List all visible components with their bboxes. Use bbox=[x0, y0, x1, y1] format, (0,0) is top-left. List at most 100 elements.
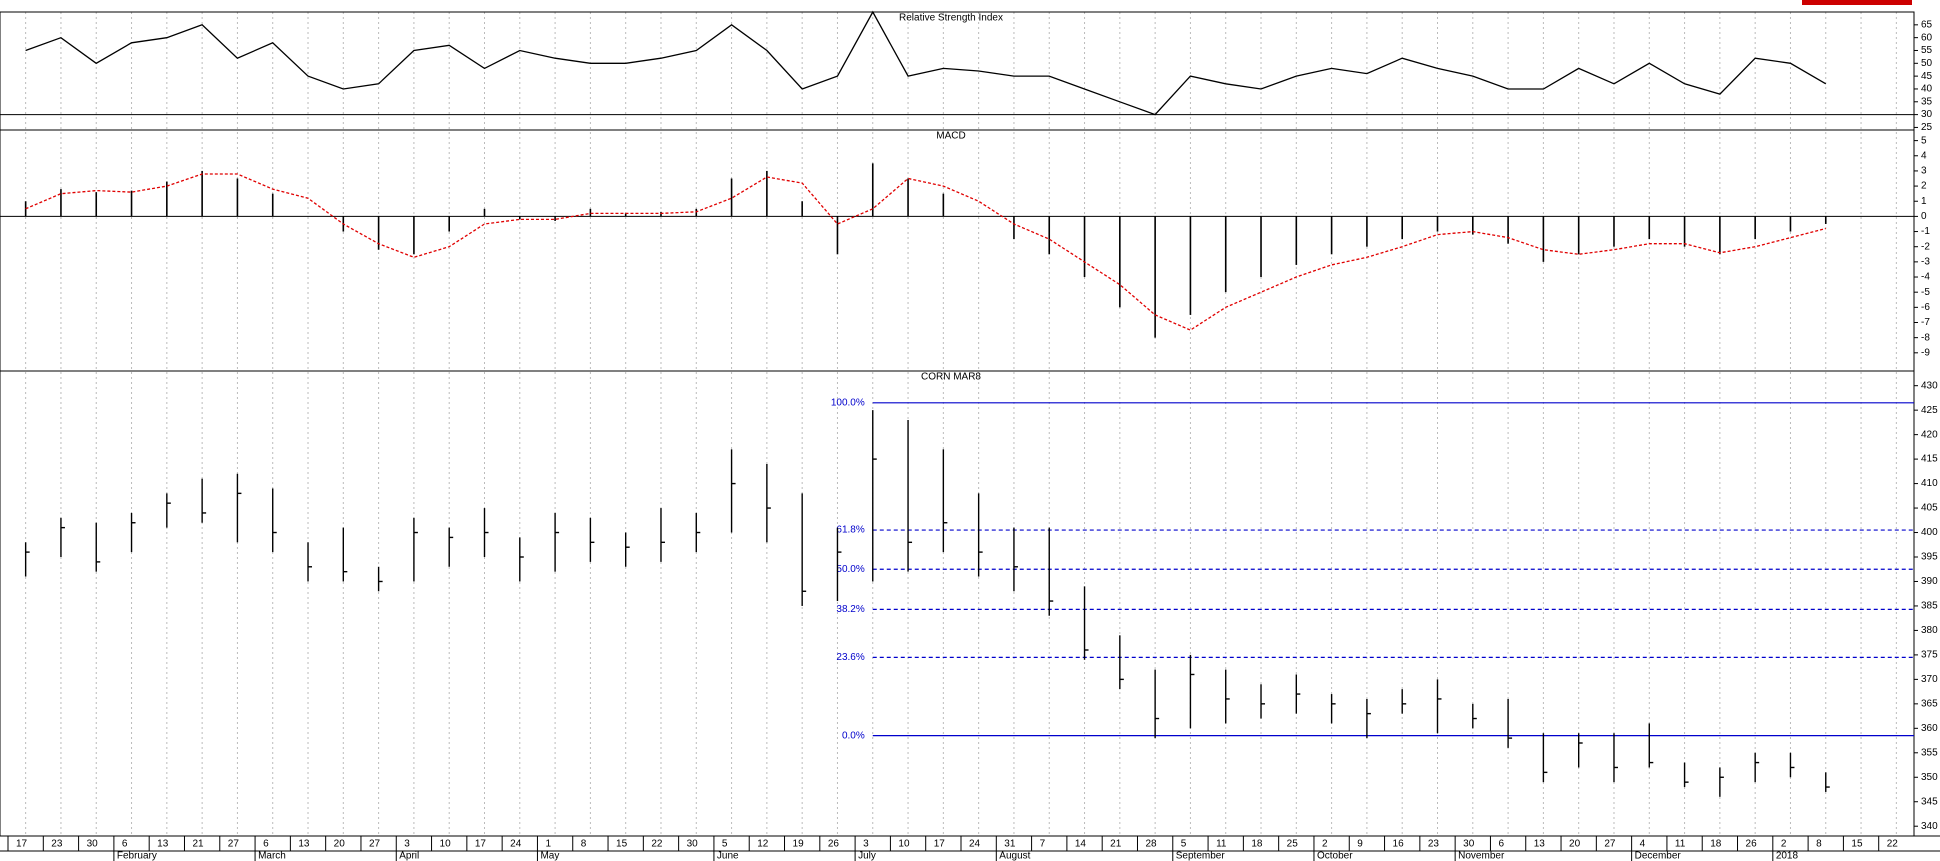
x-tick-label: 27 bbox=[369, 839, 381, 850]
x-tick-label: 8 bbox=[1816, 839, 1822, 850]
x-tick-label: 19 bbox=[793, 839, 805, 850]
fib-label: 100.0% bbox=[831, 397, 865, 408]
y-tick-label: 40 bbox=[1921, 84, 1933, 95]
y-tick-label: -5 bbox=[1921, 287, 1930, 298]
x-tick-label: 16 bbox=[1393, 839, 1405, 850]
month-label: 2018 bbox=[1776, 851, 1799, 861]
y-tick-label: -6 bbox=[1921, 302, 1930, 313]
x-tick-label: 30 bbox=[1463, 839, 1475, 850]
y-tick-label: 425 bbox=[1921, 405, 1938, 416]
month-label: December bbox=[1635, 851, 1682, 861]
x-tick-label: 1 bbox=[545, 839, 551, 850]
fib-label: 61.8% bbox=[836, 525, 864, 536]
month-label: November bbox=[1458, 851, 1505, 861]
x-tick-label: 30 bbox=[687, 839, 699, 850]
x-tick-label: 2 bbox=[1781, 839, 1787, 850]
y-tick-label: 380 bbox=[1921, 625, 1938, 636]
x-tick-label: 24 bbox=[969, 839, 981, 850]
month-label: April bbox=[399, 851, 419, 861]
y-tick-label: -4 bbox=[1921, 272, 1930, 283]
x-tick-label: 12 bbox=[757, 839, 769, 850]
y-tick-label: 410 bbox=[1921, 478, 1938, 489]
month-label: May bbox=[540, 851, 559, 861]
x-tick-label: 25 bbox=[1287, 839, 1299, 850]
y-tick-label: 1 bbox=[1921, 196, 1927, 207]
y-tick-label: 65 bbox=[1921, 19, 1933, 30]
x-tick-label: 13 bbox=[157, 839, 169, 850]
y-tick-label: 340 bbox=[1921, 821, 1938, 832]
x-tick-label: 27 bbox=[228, 839, 240, 850]
x-tick-label: 11 bbox=[1216, 839, 1227, 850]
x-tick-label: 4 bbox=[1640, 839, 1646, 850]
y-tick-label: 430 bbox=[1921, 380, 1938, 391]
y-tick-label: 405 bbox=[1921, 503, 1938, 514]
status-bar bbox=[1802, 0, 1912, 5]
x-tick-label: 10 bbox=[898, 839, 910, 850]
x-tick-label: 24 bbox=[510, 839, 522, 850]
x-tick-label: 13 bbox=[1534, 839, 1546, 850]
y-tick-label: -8 bbox=[1921, 332, 1930, 343]
y-tick-label: 370 bbox=[1921, 674, 1938, 685]
y-tick-label: -9 bbox=[1921, 347, 1930, 358]
x-tick-label: 7 bbox=[1040, 839, 1046, 850]
y-tick-label: 25 bbox=[1921, 122, 1933, 133]
fib-label: 38.2% bbox=[836, 604, 864, 615]
y-tick-label: -3 bbox=[1921, 257, 1930, 268]
x-tick-label: 8 bbox=[581, 839, 587, 850]
x-tick-label: 26 bbox=[1746, 839, 1758, 850]
fib-label: 0.0% bbox=[842, 730, 865, 741]
month-label: March bbox=[258, 851, 286, 861]
y-tick-label: 400 bbox=[1921, 527, 1938, 538]
x-tick-label: 15 bbox=[616, 839, 628, 850]
y-tick-label: 50 bbox=[1921, 58, 1933, 69]
x-tick-label: 5 bbox=[1181, 839, 1187, 850]
x-tick-label: 9 bbox=[1357, 839, 1363, 850]
signal-line bbox=[25, 173, 1826, 331]
x-tick-label: 18 bbox=[1710, 839, 1722, 850]
x-tick-label: 2 bbox=[1322, 839, 1328, 850]
x-tick-label: 21 bbox=[1110, 839, 1122, 850]
x-tick-label: 3 bbox=[863, 839, 869, 850]
x-tick-label: 22 bbox=[1887, 839, 1899, 850]
month-label: February bbox=[117, 851, 157, 861]
y-tick-label: 420 bbox=[1921, 429, 1938, 440]
y-tick-label: 365 bbox=[1921, 698, 1938, 709]
fib-label: 23.6% bbox=[836, 652, 864, 663]
y-tick-label: 355 bbox=[1921, 747, 1938, 758]
x-tick-label: 27 bbox=[1604, 839, 1616, 850]
x-tick-label: 10 bbox=[440, 839, 452, 850]
y-tick-label: 415 bbox=[1921, 454, 1938, 465]
x-tick-label: 6 bbox=[122, 839, 128, 850]
x-tick-label: 15 bbox=[1851, 839, 1863, 850]
fib-label: 50.0% bbox=[836, 564, 864, 575]
y-tick-label: 0 bbox=[1921, 211, 1927, 222]
month-label: October bbox=[1317, 851, 1353, 861]
x-tick-label: 26 bbox=[828, 839, 840, 850]
panel-title: Relative Strength Index bbox=[899, 13, 1003, 24]
month-label: June bbox=[717, 851, 739, 861]
x-tick-label: 11 bbox=[1675, 839, 1686, 850]
month-label: August bbox=[999, 851, 1030, 861]
y-tick-label: 30 bbox=[1921, 109, 1933, 120]
panel-title: CORN MAR8 bbox=[921, 372, 981, 383]
x-tick-label: 20 bbox=[334, 839, 346, 850]
x-tick-label: 30 bbox=[87, 839, 99, 850]
y-tick-label: 375 bbox=[1921, 650, 1938, 661]
x-tick-label: 6 bbox=[1498, 839, 1504, 850]
y-tick-label: 385 bbox=[1921, 601, 1938, 612]
x-tick-label: 20 bbox=[1569, 839, 1581, 850]
x-tick-label: 28 bbox=[1145, 839, 1157, 850]
y-tick-label: 390 bbox=[1921, 576, 1938, 587]
y-tick-label: 395 bbox=[1921, 552, 1938, 563]
y-tick-label: 350 bbox=[1921, 772, 1938, 783]
y-tick-label: 3 bbox=[1921, 166, 1927, 177]
y-tick-label: 45 bbox=[1921, 71, 1933, 82]
rsi-line bbox=[25, 10, 1827, 116]
x-tick-label: 5 bbox=[722, 839, 728, 850]
y-tick-label: -2 bbox=[1921, 241, 1930, 252]
y-tick-label: -1 bbox=[1921, 226, 1930, 237]
y-tick-label: 360 bbox=[1921, 723, 1938, 734]
